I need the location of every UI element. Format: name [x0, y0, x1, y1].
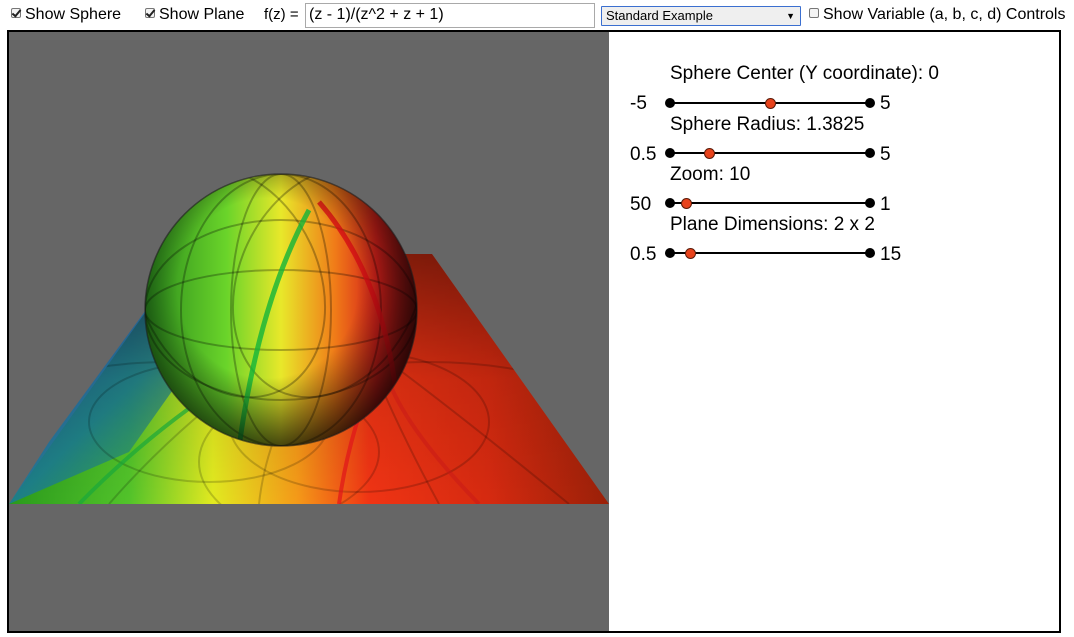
slider-track — [670, 252, 870, 254]
slider-end-min — [665, 148, 675, 158]
show-variable-checkbox[interactable] — [809, 8, 819, 18]
show-variable-toggle[interactable]: Show Variable (a, b, c, d) Controls — [809, 6, 1065, 24]
slider-end-min — [665, 98, 675, 108]
show-sphere-label: Show Sphere — [25, 6, 122, 23]
slider-end-min — [665, 198, 675, 208]
3d-viewport[interactable] — [9, 32, 609, 631]
zoom-min: 50 — [630, 194, 652, 215]
sphere-center-min: -5 — [630, 93, 647, 114]
chevron-down-icon: ▼ — [786, 11, 795, 21]
sphere-grid-lines — [145, 174, 417, 446]
zoom-label: Zoom: 10 — [670, 164, 751, 185]
function-label: f(z) = — [264, 6, 299, 23]
show-sphere-toggle[interactable]: Show Sphere — [11, 6, 121, 24]
slider-handle[interactable] — [764, 97, 776, 109]
sphere-center-max: 5 — [880, 93, 891, 114]
show-plane-toggle[interactable]: Show Plane — [145, 6, 244, 24]
example-select-value: Standard Example — [606, 8, 713, 23]
slider-end-max — [865, 248, 875, 258]
show-variable-label: Show Variable (a, b, c, d) Controls — [823, 6, 1066, 23]
slider-end-min — [665, 248, 675, 258]
plane-dimensions-label: Plane Dimensions: 2 x 2 — [670, 214, 875, 235]
sphere-radius-max: 5 — [880, 144, 891, 165]
toolbar: Show Sphere Show Plane f(z) = (z - 1)/(z… — [0, 0, 1074, 30]
example-select[interactable]: Standard Example ▼ — [601, 6, 801, 26]
function-input[interactable]: (z - 1)/(z^2 + z + 1) — [305, 3, 595, 28]
slider-handle[interactable] — [680, 197, 692, 209]
slider-handle[interactable] — [703, 147, 715, 159]
slider-end-max — [865, 148, 875, 158]
sphere-radius-min: 0.5 — [630, 144, 657, 165]
slider-end-max — [865, 98, 875, 108]
controls-panel: Sphere Center (Y coordinate): 0 -5 5 Sph… — [610, 32, 1059, 631]
zoom-max: 1 — [880, 194, 891, 215]
slider-track — [670, 152, 870, 154]
plane-dimensions-min: 0.5 — [630, 244, 657, 265]
show-sphere-checkbox[interactable] — [11, 8, 21, 18]
sphere-center-label: Sphere Center (Y coordinate): 0 — [670, 63, 939, 84]
main-panel: Sphere Center (Y coordinate): 0 -5 5 Sph… — [7, 30, 1061, 633]
show-plane-label: Show Plane — [159, 6, 245, 23]
slider-handle[interactable] — [685, 247, 697, 259]
sphere-radius-label: Sphere Radius: 1.3825 — [670, 114, 865, 135]
show-plane-checkbox[interactable] — [145, 8, 155, 18]
plane-dimensions-max: 15 — [880, 244, 902, 265]
slider-end-max — [865, 198, 875, 208]
sphere-outline — [144, 173, 418, 447]
slider-track — [670, 202, 870, 204]
riemann-sphere-render — [9, 173, 609, 504]
